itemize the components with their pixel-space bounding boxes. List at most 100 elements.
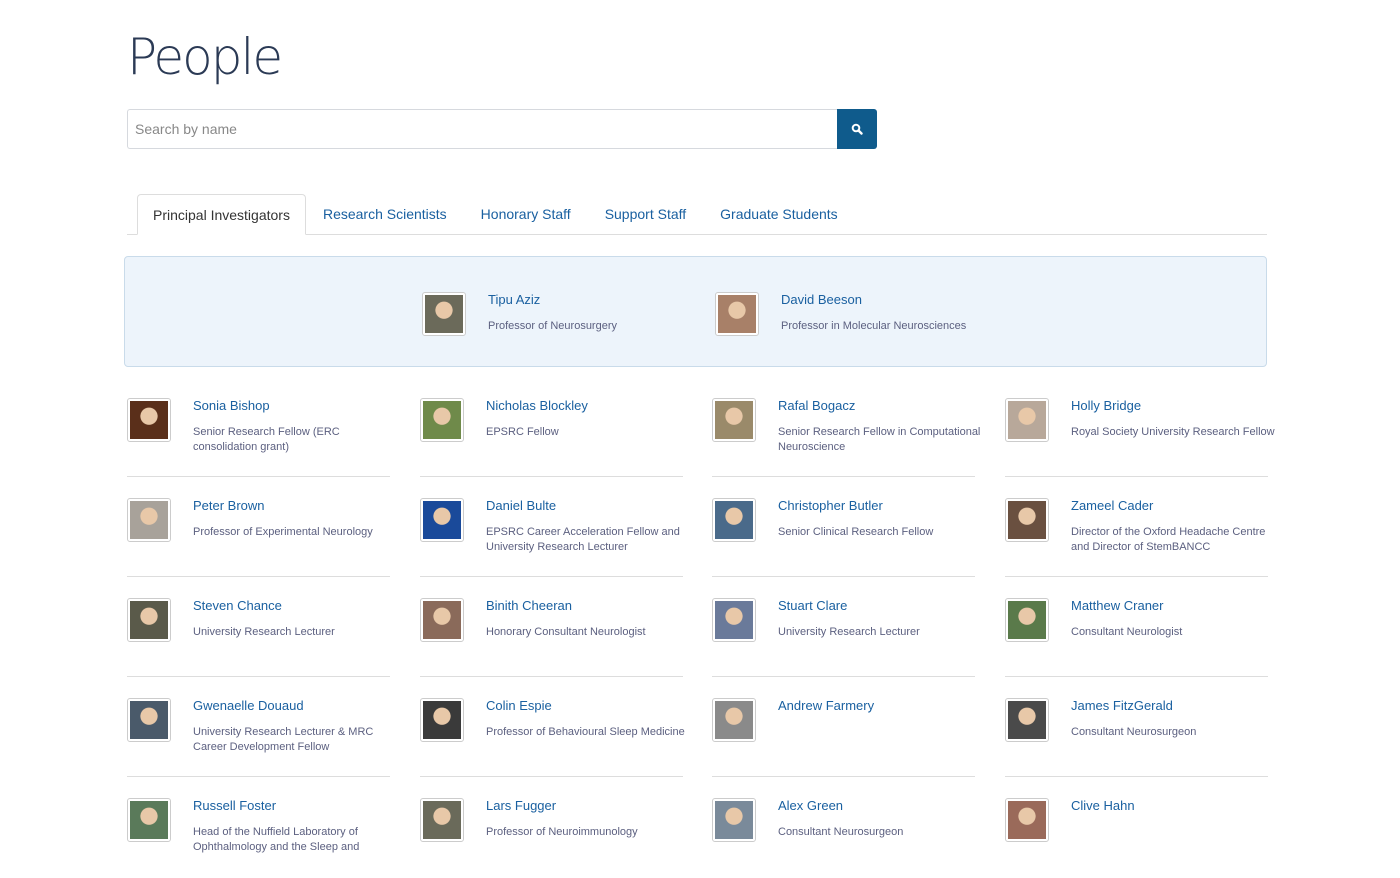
person-name-link[interactable]: Steven Chance (193, 598, 282, 613)
avatar[interactable] (420, 498, 464, 542)
avatar-photo (715, 401, 753, 439)
row-divider (1005, 576, 1268, 577)
avatar[interactable] (127, 498, 171, 542)
person-name-link[interactable]: Christopher Butler (778, 498, 883, 513)
search-input[interactable] (127, 109, 837, 149)
person-name-link[interactable]: Holly Bridge (1071, 398, 1142, 413)
avatar-photo (1008, 801, 1046, 839)
person-name-link[interactable]: Rafal Bogacz (778, 398, 856, 413)
avatar[interactable] (712, 698, 756, 742)
person-name-link[interactable]: Matthew Craner (1071, 598, 1164, 613)
avatar[interactable] (420, 398, 464, 442)
avatar[interactable] (127, 398, 171, 442)
person-card: Peter Brown Professor of Experimental Neu… (127, 498, 397, 578)
avatar[interactable] (1005, 798, 1049, 842)
person-name-link[interactable]: Andrew Farmery (778, 698, 875, 713)
avatar[interactable] (1005, 498, 1049, 542)
tab-support-staff[interactable]: Support Staff (604, 206, 687, 222)
avatar[interactable] (127, 798, 171, 842)
person-card: Andrew Farmery (712, 698, 982, 778)
person-name-link[interactable]: Binith Cheeran (486, 598, 572, 613)
person-name-link[interactable]: Sonia Bishop (193, 398, 270, 413)
person-name-link[interactable]: Clive Hahn (1071, 798, 1135, 813)
avatar[interactable] (420, 598, 464, 642)
person-title: Professor of Experimental Neurology (193, 526, 373, 538)
person-title: Honorary Consultant Neurologist (486, 626, 646, 638)
avatar[interactable] (422, 292, 466, 336)
avatar[interactable] (1005, 598, 1049, 642)
avatar[interactable] (712, 598, 756, 642)
person-name-link[interactable]: Stuart Clare (778, 598, 848, 613)
person-title: Senior Research Fellow (ERC consolidatio… (193, 426, 340, 453)
person-title: Senior Clinical Research Fellow (778, 526, 934, 538)
person-name-link[interactable]: James FitzGerald (1071, 698, 1173, 713)
avatar-photo (423, 701, 461, 739)
person-name-link[interactable]: Peter Brown (193, 498, 265, 513)
avatar-photo (715, 601, 753, 639)
avatar[interactable] (127, 698, 171, 742)
person-title: University Research Lecturer & MRC Caree… (193, 726, 374, 753)
person-title: Senior Research Fellow in Computational … (778, 426, 981, 453)
person-card: Zameel Cader Director of the Oxford Heada… (1005, 498, 1275, 578)
row-divider (127, 476, 390, 477)
avatar-photo (130, 601, 168, 639)
person-name-link[interactable]: Tipu Aziz (488, 292, 541, 307)
avatar[interactable] (420, 798, 464, 842)
avatar-photo (423, 401, 461, 439)
avatar-photo (715, 801, 753, 839)
avatar[interactable] (715, 292, 759, 336)
avatar[interactable] (712, 798, 756, 842)
avatar-photo (715, 501, 753, 539)
avatar[interactable] (712, 498, 756, 542)
person-card: Tipu Aziz Professor of Neurosurgery (422, 292, 692, 372)
person-title: Director of the Oxford Headache Centre a… (1071, 526, 1266, 553)
avatar[interactable] (420, 698, 464, 742)
avatar[interactable] (1005, 398, 1049, 442)
person-name-link[interactable]: Daniel Bulte (486, 498, 557, 513)
person-card: Colin Espie Professor of Behavioural Slee… (420, 698, 690, 778)
person-card: Alex Green Consultant Neurosurgeon (712, 798, 982, 878)
tab-principal-investigators[interactable]: Principal Investigators (137, 194, 306, 235)
staff-tabs: Principal Investigators Research Scientis… (127, 194, 1267, 235)
person-card: Russell Foster Head of the Nuffield Labor… (127, 798, 397, 878)
tab-research-scientists[interactable]: Research Scientists (322, 206, 447, 222)
person-card: Binith Cheeran Honorary Consultant Neurol… (420, 598, 690, 678)
person-name-link[interactable]: Russell Foster (193, 798, 277, 813)
row-divider (712, 476, 975, 477)
person-name-link[interactable]: Gwenaelle Douaud (193, 698, 304, 713)
person-card: Daniel Bulte EPSRC Career Acceleration Fe… (420, 498, 690, 578)
row-divider (127, 776, 390, 777)
avatar-photo (130, 501, 168, 539)
avatar-photo (423, 801, 461, 839)
person-title: Professor of Behavioural Sleep Medicine (486, 726, 685, 738)
search-bar (127, 109, 877, 149)
search-button[interactable] (837, 109, 877, 149)
avatar-photo (425, 295, 463, 333)
avatar[interactable] (712, 398, 756, 442)
person-card: Rafal Bogacz Senior Research Fellow in Co… (712, 398, 982, 478)
person-title: EPSRC Fellow (486, 426, 559, 438)
avatar-photo (718, 295, 756, 333)
person-title: EPSRC Career Acceleration Fellow and Uni… (486, 526, 680, 553)
person-name-link[interactable]: Alex Green (778, 798, 844, 813)
row-divider (127, 676, 390, 677)
avatar[interactable] (127, 598, 171, 642)
person-card: Matthew Craner Consultant Neurologist (1005, 598, 1275, 678)
person-card: James FitzGerald Consultant Neurosurgeon (1005, 698, 1275, 778)
person-name-link[interactable]: David Beeson (781, 292, 862, 307)
tab-graduate-students[interactable]: Graduate Students (720, 206, 838, 222)
person-name-link[interactable]: Zameel Cader (1071, 498, 1154, 513)
person-name-link[interactable]: Lars Fugger (486, 798, 557, 813)
row-divider (1005, 676, 1268, 677)
person-card: Nicholas Blockley EPSRC Fellow (420, 398, 690, 478)
person-name-link[interactable]: Nicholas Blockley (486, 398, 588, 413)
avatar-photo (130, 801, 168, 839)
person-card: Sonia Bishop Senior Research Fellow (ERC … (127, 398, 397, 478)
person-card: Christopher Butler Senior Clinical Resear… (712, 498, 982, 578)
row-divider (712, 776, 975, 777)
person-card: Holly Bridge Royal Society University Res… (1005, 398, 1275, 478)
person-name-link[interactable]: Colin Espie (486, 698, 552, 713)
avatar[interactable] (1005, 698, 1049, 742)
person-title: Professor of Neurosurgery (488, 320, 617, 332)
tab-honorary-staff[interactable]: Honorary Staff (480, 206, 571, 222)
